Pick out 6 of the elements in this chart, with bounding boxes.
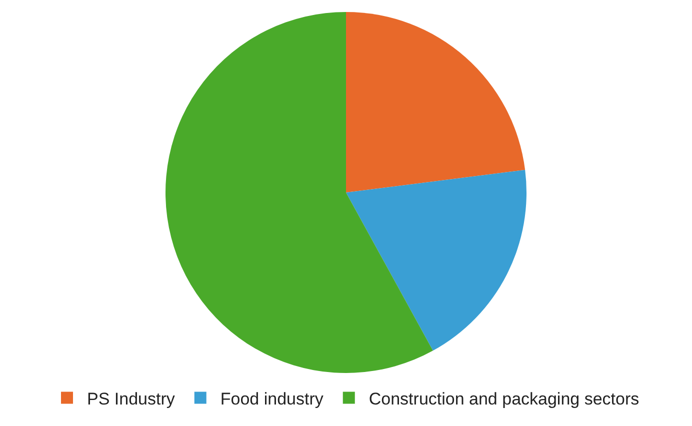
- pie-slice: [346, 170, 526, 351]
- pie-slice: [166, 12, 433, 373]
- pie-slice: [346, 12, 526, 192]
- legend-label: Construction and packaging sectors: [368, 389, 640, 408]
- legend-label: Food industry: [220, 389, 324, 408]
- legend-label: PS Industry: [87, 389, 176, 408]
